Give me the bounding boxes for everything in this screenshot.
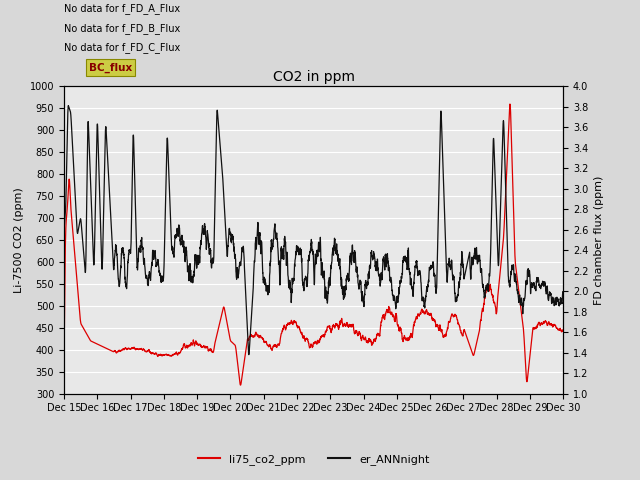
Text: No data for f_FD_A_Flux: No data for f_FD_A_Flux [64,3,180,14]
Y-axis label: Li-7500 CO2 (ppm): Li-7500 CO2 (ppm) [14,187,24,293]
Text: No data for f_FD_C_Flux: No data for f_FD_C_Flux [64,42,180,53]
Y-axis label: FD chamber flux (ppm): FD chamber flux (ppm) [594,175,604,305]
Legend: li75_co2_ppm, er_ANNnight: li75_co2_ppm, er_ANNnight [193,450,434,469]
Title: CO2 in ppm: CO2 in ppm [273,70,355,84]
Text: BC_flux: BC_flux [89,62,132,72]
Text: No data for f_FD_B_Flux: No data for f_FD_B_Flux [64,23,180,34]
